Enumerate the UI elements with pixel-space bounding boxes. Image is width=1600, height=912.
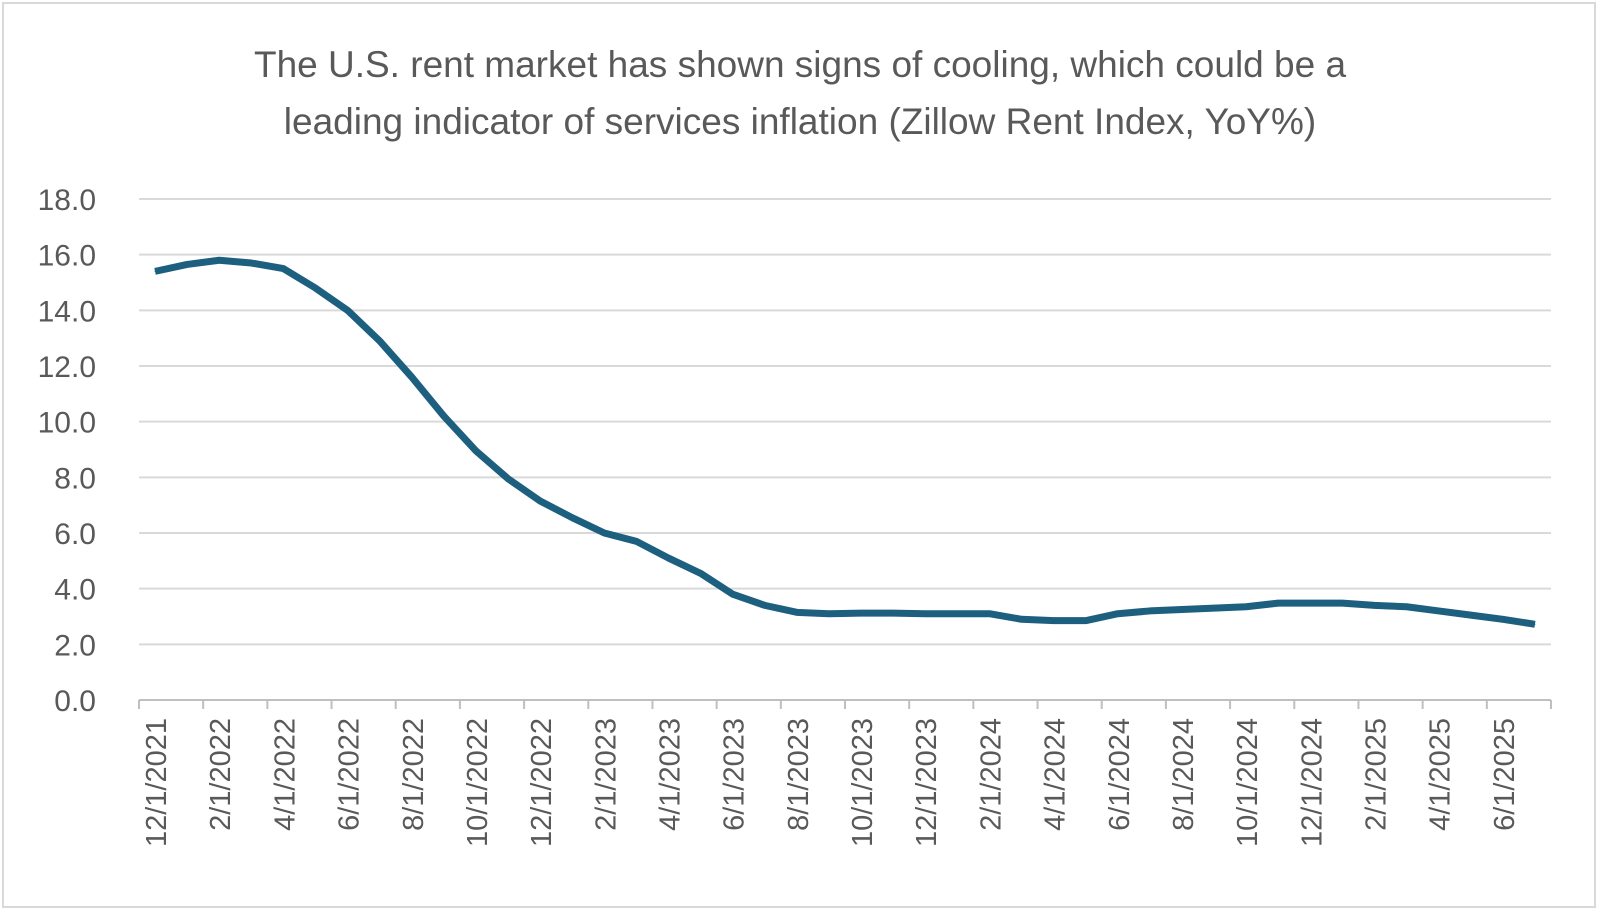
data-point bbox=[154, 270, 156, 272]
y-tick-label: 6.0 bbox=[54, 518, 96, 551]
x-tick-label: 6/1/2024 bbox=[1104, 718, 1136, 831]
data-point bbox=[315, 287, 316, 289]
x-tick-label: 10/1/2024 bbox=[1232, 718, 1264, 847]
x-tick-label: 4/1/2023 bbox=[655, 718, 687, 831]
x-tick-label: 2/1/2023 bbox=[590, 718, 622, 831]
y-tick-label: 8.0 bbox=[54, 462, 96, 495]
x-tick-label: 6/1/2025 bbox=[1489, 718, 1521, 831]
data-point bbox=[250, 262, 252, 264]
x-tick-label: 10/1/2022 bbox=[462, 718, 494, 847]
data-point bbox=[635, 540, 637, 542]
chart-title: The U.S. rent market has shown signs of … bbox=[0, 36, 1600, 150]
series-line bbox=[154, 256, 1536, 628]
x-tick-label: 10/1/2023 bbox=[847, 718, 879, 847]
data-point bbox=[1534, 623, 1536, 625]
data-point bbox=[1277, 602, 1279, 604]
data-point bbox=[186, 263, 188, 265]
data-point bbox=[1021, 618, 1022, 620]
data-point bbox=[379, 340, 381, 342]
data-point bbox=[507, 478, 509, 480]
x-tick-label: 8/1/2024 bbox=[1168, 718, 1200, 831]
x-tick-label: 2/1/2024 bbox=[975, 718, 1007, 831]
y-tick-label: 10.0 bbox=[38, 407, 96, 440]
x-tick-label: 4/1/2024 bbox=[1040, 718, 1072, 831]
data-point bbox=[539, 500, 541, 502]
y-tick-label: 18.0 bbox=[38, 184, 96, 217]
data-point bbox=[1341, 602, 1343, 604]
data-point bbox=[1438, 610, 1440, 612]
data-point bbox=[860, 612, 862, 614]
data-point bbox=[988, 613, 990, 615]
data-point bbox=[1309, 602, 1311, 604]
data-point bbox=[1149, 610, 1151, 612]
y-tick-label: 14.0 bbox=[38, 295, 96, 328]
data-point bbox=[1470, 614, 1472, 616]
x-tick-label: 8/1/2023 bbox=[783, 718, 815, 831]
chart-title-line-1: The U.S. rent market has shown signs of … bbox=[253, 44, 1347, 85]
data-point bbox=[571, 517, 573, 519]
x-tick-label: 2/1/2022 bbox=[205, 718, 237, 831]
x-axis: 12/1/2021 2/1/2022 4/1/2022 6/1/2022 8/1/202… bbox=[138, 699, 1552, 847]
data-point bbox=[1181, 609, 1183, 611]
gridlines bbox=[139, 198, 1551, 646]
data-point bbox=[956, 613, 958, 615]
x-tick-label: 8/1/2022 bbox=[398, 718, 430, 831]
data-point bbox=[764, 604, 766, 606]
y-tick-label: 2.0 bbox=[54, 629, 96, 662]
data-point bbox=[411, 376, 413, 378]
data-point bbox=[1374, 604, 1375, 606]
y-tick-label: 16.0 bbox=[38, 240, 96, 273]
data-point bbox=[1117, 613, 1119, 615]
data-point bbox=[1502, 618, 1504, 620]
data-point bbox=[796, 611, 798, 613]
data-point bbox=[1245, 606, 1247, 608]
y-tick-label: 12.0 bbox=[38, 351, 96, 384]
data-point bbox=[924, 613, 926, 615]
data-point bbox=[892, 612, 894, 614]
data-point bbox=[700, 572, 702, 574]
data-point bbox=[732, 593, 734, 595]
x-tick-label: 12/1/2023 bbox=[911, 718, 943, 847]
x-tick-label: 4/1/2025 bbox=[1425, 718, 1457, 831]
data-point bbox=[218, 259, 220, 261]
y-tick-label: 4.0 bbox=[54, 574, 96, 607]
x-tick-label: 12/1/2022 bbox=[526, 718, 558, 847]
data-point bbox=[1406, 606, 1408, 608]
y-tick-label: 0.0 bbox=[54, 685, 96, 718]
series-lines bbox=[154, 256, 1536, 628]
data-point bbox=[668, 557, 669, 559]
x-tick-label: 12/1/2024 bbox=[1296, 718, 1328, 847]
y-axis-labels: 0.0 2.0 4.0 6.0 8.0 10.0 12.0 14.0 16.0 18.0 bbox=[38, 184, 96, 718]
x-tick-label: 6/1/2022 bbox=[334, 718, 366, 831]
data-point bbox=[282, 268, 284, 270]
data-point bbox=[443, 415, 445, 417]
x-tick-label: 2/1/2025 bbox=[1361, 718, 1393, 831]
data-point bbox=[475, 450, 477, 452]
data-point bbox=[1213, 607, 1215, 609]
x-tick-label: 12/1/2021 bbox=[141, 718, 173, 847]
chart-title-line-2: leading indicator of services inflation … bbox=[283, 101, 1317, 142]
data-point bbox=[1053, 620, 1055, 622]
x-tick-label: 6/1/2023 bbox=[719, 718, 751, 831]
x-tick-label: 4/1/2022 bbox=[269, 718, 301, 831]
data-point bbox=[347, 309, 349, 311]
data-point bbox=[603, 532, 605, 534]
data-point bbox=[828, 613, 830, 615]
data-point bbox=[1085, 620, 1087, 622]
